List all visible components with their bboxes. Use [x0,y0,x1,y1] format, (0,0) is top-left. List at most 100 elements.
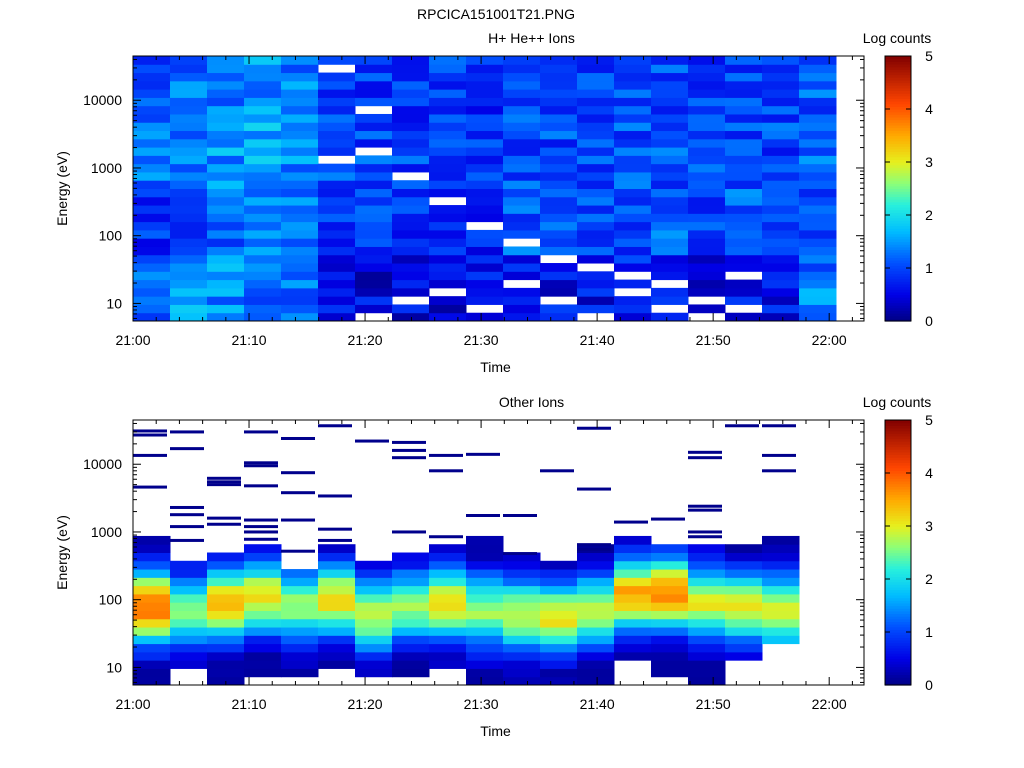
heatmap-cell [318,246,356,256]
colorbar-swatch [885,262,911,266]
heatmap-cell [614,221,652,231]
heatmap-cell [318,651,356,661]
heatmap-cell [503,163,541,173]
heatmap-cell [503,130,541,140]
heatmap-cell [170,213,208,223]
heatmap-cell [429,213,467,223]
heatmap-cell [281,163,319,173]
colorbar-swatch [885,528,911,532]
heatmap-cell [651,163,689,173]
heatmap-cell [207,304,245,314]
heatmap-cell [133,635,171,645]
heatmap-cell [466,618,504,628]
heatmap-cell [355,130,393,140]
colorbar-swatch [885,547,911,551]
heatmap-cell [244,618,282,628]
heatmap-cell [429,552,467,562]
colorbar-swatch [885,109,911,113]
heatmap-cell [577,155,615,165]
heatmap-cell [503,651,541,661]
heatmap-cell [577,80,615,90]
heatmap-cell [318,577,356,587]
heatmap-cell [503,312,541,322]
heatmap-cell [429,643,467,653]
heatmap-cell [614,163,652,173]
heatmap-cell [281,518,315,522]
heatmap-cell [170,122,208,132]
colorbar-swatch [885,98,911,102]
heatmap-cell [614,64,652,74]
heatmap-cell [688,508,722,512]
heatmap-cell [651,147,689,156]
colorbar-swatch [885,56,911,60]
heatmap-cell [762,560,800,570]
heatmap-cell [540,155,578,165]
heatmap-cell [207,668,245,678]
x-tick-label: 21:10 [232,332,267,348]
colorbar-swatch [885,162,911,166]
heatmap-cell [318,188,356,198]
heatmap-cell [688,530,722,534]
heatmap-cell [244,221,282,231]
colorbar-swatch [885,159,911,163]
heatmap-cell [651,602,689,611]
heatmap-cell [725,610,763,620]
heatmap-cell [281,213,319,223]
heatmap-cell [762,130,800,140]
heatmap-cell [651,569,689,578]
heatmap-cell [133,287,171,297]
heatmap-cell [577,246,615,256]
y-tick-label: 100 [99,228,123,244]
heatmap-cell [762,171,800,181]
heatmap-cell [577,296,615,305]
heatmap-cell [725,221,763,231]
heatmap-cell [466,577,504,587]
colorbar-swatch [885,480,911,485]
heatmap-cell [799,263,837,272]
heatmap-cell [503,113,541,123]
heatmap-cell [503,138,541,148]
heatmap-cell [577,627,615,636]
heatmap-cell [170,525,204,529]
heatmap-cell [133,593,171,603]
heatmap-cell [170,513,204,517]
heatmap-cell [577,676,615,686]
heatmap-cell [799,287,837,297]
heatmap-cell [799,56,837,65]
heatmap-cell [170,279,208,289]
heatmap-cell [651,229,689,239]
heatmap-cell [540,130,578,140]
heatmap-cell [244,430,278,434]
colorbar-swatch [885,273,911,277]
heatmap-cell [244,97,282,107]
heatmap-cell [170,138,208,148]
heatmap-cell [540,263,578,272]
heatmap-cell [651,56,689,65]
heatmap-cell [392,246,430,256]
heatmap-cell [170,585,208,595]
heatmap-cell [133,155,171,165]
heatmap-cell [170,64,208,74]
heatmap-cell [244,552,282,562]
heatmap-cell [688,450,722,454]
heatmap-cell [466,147,504,156]
y-tick-label: 1000 [91,160,122,176]
y-tick-label: 10 [106,295,122,311]
heatmap-cell [725,602,763,611]
heatmap-cell [133,552,171,562]
heatmap-cell [466,271,504,281]
heatmap-cell [466,296,504,305]
heatmap-cell [540,593,578,603]
heatmap-cell [429,188,467,198]
heatmap-cell [318,610,356,620]
heatmap-cell [355,113,393,123]
heatmap-cell [762,221,800,231]
heatmap-cell [725,544,763,553]
colorbar-swatch [885,310,911,314]
heatmap-cell [318,122,356,132]
colorbar-swatch [885,217,911,221]
heatmap-cell [466,122,504,132]
heatmap-cell [688,304,726,314]
heatmap-cell [355,122,393,132]
heatmap-cell [503,97,541,107]
